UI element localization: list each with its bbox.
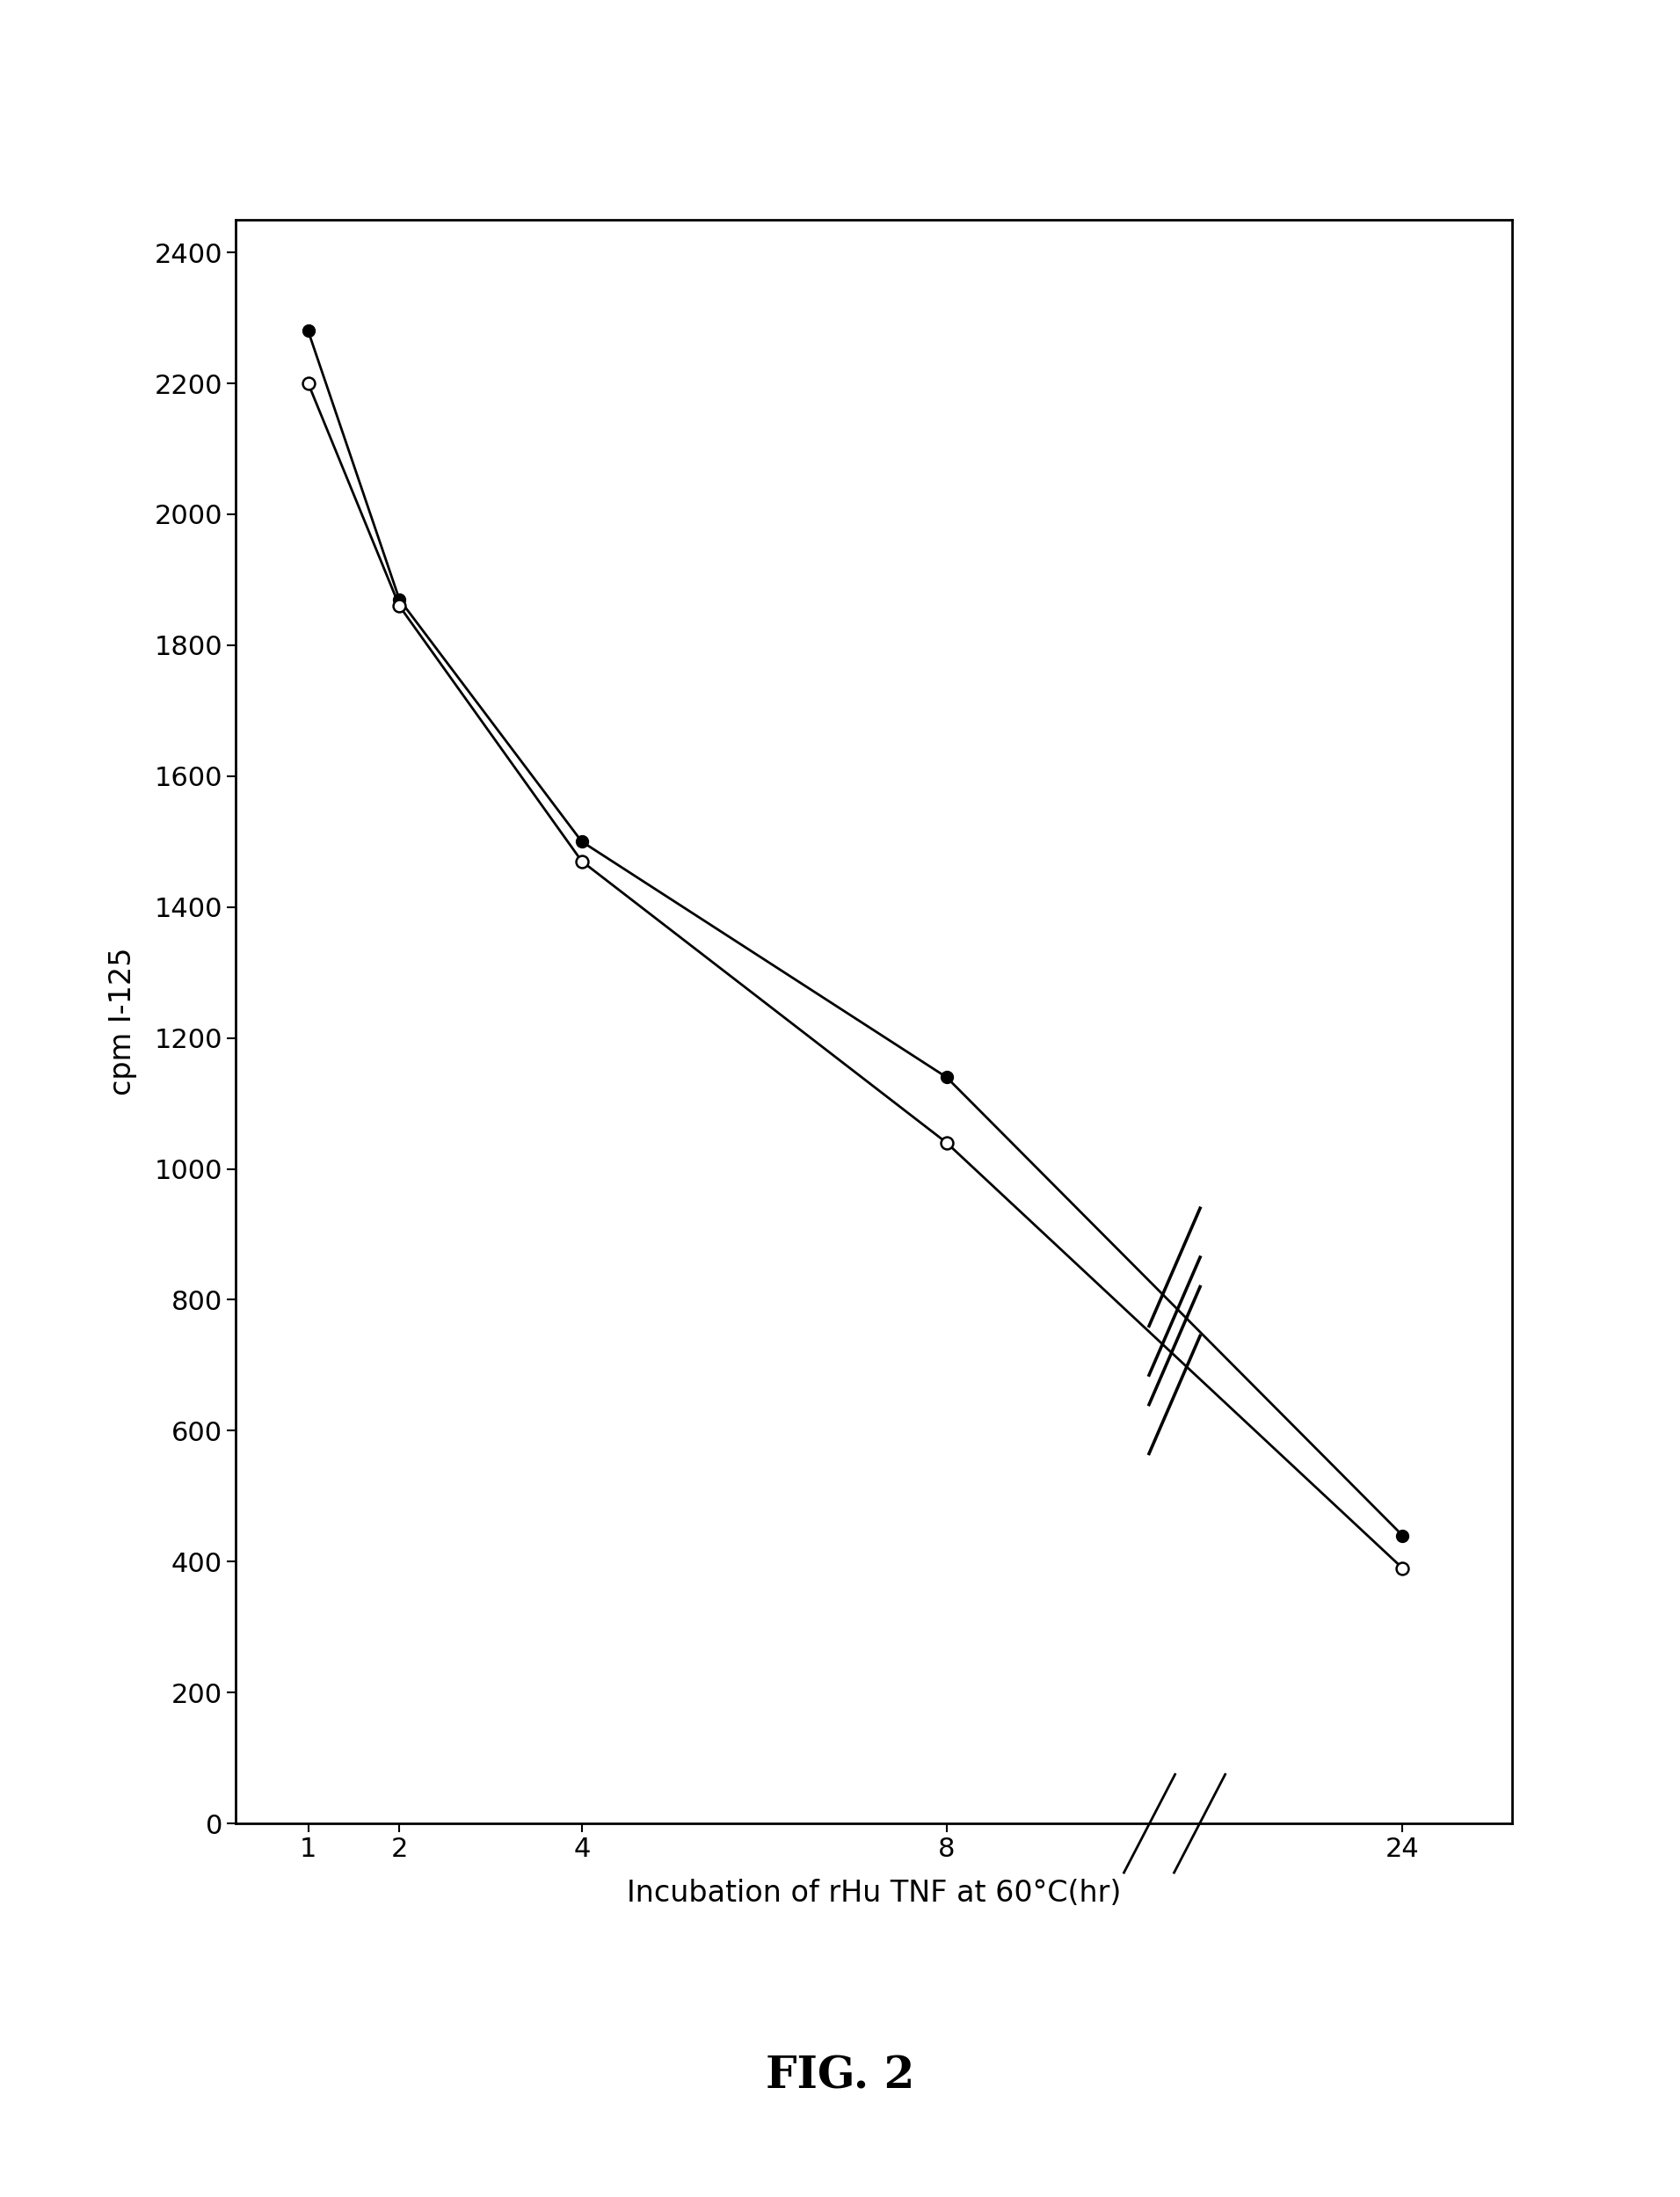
Y-axis label: cpm I-125: cpm I-125 bbox=[108, 947, 138, 1096]
X-axis label: Incubation of rHu TNF at 60°C(hr): Incubation of rHu TNF at 60°C(hr) bbox=[627, 1878, 1121, 1907]
Text: FIG. 2: FIG. 2 bbox=[766, 2054, 914, 2098]
